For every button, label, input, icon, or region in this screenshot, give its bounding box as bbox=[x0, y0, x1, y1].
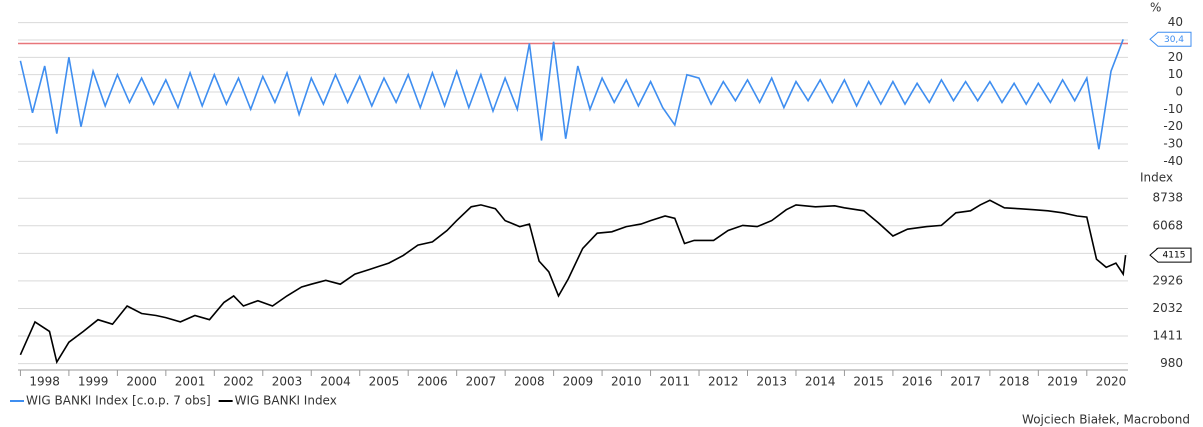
x-tick-label: 2001 bbox=[175, 375, 206, 389]
x-tick-label: 2010 bbox=[611, 375, 642, 389]
x-tick-label: 2014 bbox=[805, 375, 836, 389]
x-tick-label: 2017 bbox=[950, 375, 981, 389]
legend-label: WIG BANKI Index bbox=[235, 394, 337, 408]
x-tick-label: 2009 bbox=[563, 375, 594, 389]
y-tick-label: 20 bbox=[1168, 50, 1183, 64]
last-value-label: 30,4 bbox=[1164, 35, 1184, 45]
credit: Wojciech Białek, Macrobond bbox=[1022, 413, 1190, 427]
y-tick-label: -20 bbox=[1163, 119, 1183, 133]
x-tick-label: 2002 bbox=[223, 375, 254, 389]
x-tick-label: 2004 bbox=[320, 375, 351, 389]
y-tick-label: 10 bbox=[1168, 67, 1183, 81]
y-tick-label: 980 bbox=[1160, 356, 1183, 370]
y-axis-title: % bbox=[1150, 1, 1161, 15]
x-tick-label: 2012 bbox=[708, 375, 739, 389]
x-tick-label: 2011 bbox=[660, 375, 691, 389]
x-tick-label: 2006 bbox=[417, 375, 448, 389]
x-tick-label: 2019 bbox=[1047, 375, 1078, 389]
x-tick-label: 1998 bbox=[29, 375, 60, 389]
x-tick-label: 2020 bbox=[1096, 375, 1127, 389]
y-tick-label: -30 bbox=[1163, 137, 1183, 151]
x-tick-label: 1999 bbox=[78, 375, 109, 389]
x-tick-label: 2003 bbox=[272, 375, 303, 389]
series-line bbox=[19, 39, 1124, 150]
last-value-box bbox=[1149, 31, 1192, 47]
y-axis-title: Index bbox=[1140, 171, 1173, 185]
y-tick-label: 2032 bbox=[1152, 301, 1183, 315]
x-tick-label: 2008 bbox=[514, 375, 545, 389]
last-value-box bbox=[1149, 247, 1192, 263]
x-tick-label: 2005 bbox=[369, 375, 400, 389]
y-tick-label: -40 bbox=[1163, 154, 1183, 168]
y-tick-label: 6068 bbox=[1152, 218, 1183, 232]
legend-label: WIG BANKI Index [c.o.p. 7 obs] bbox=[26, 394, 211, 408]
series-line bbox=[19, 199, 1127, 365]
y-tick-label: 40 bbox=[1168, 15, 1183, 29]
y-tick-label: -10 bbox=[1163, 102, 1183, 116]
last-value-label: 4115 bbox=[1163, 251, 1186, 261]
x-tick-label: 2013 bbox=[756, 375, 787, 389]
y-tick-label: 0 bbox=[1175, 85, 1183, 99]
y-tick-label: 8738 bbox=[1152, 191, 1183, 205]
x-tick-label: 2007 bbox=[466, 375, 497, 389]
x-tick-label: 2016 bbox=[902, 375, 933, 389]
x-tick-label: 2015 bbox=[853, 375, 884, 389]
x-tick-label: 2000 bbox=[126, 375, 157, 389]
x-tick-label: 2018 bbox=[999, 375, 1030, 389]
y-tick-label: 2926 bbox=[1152, 273, 1183, 287]
y-tick-label: 1411 bbox=[1152, 329, 1183, 343]
